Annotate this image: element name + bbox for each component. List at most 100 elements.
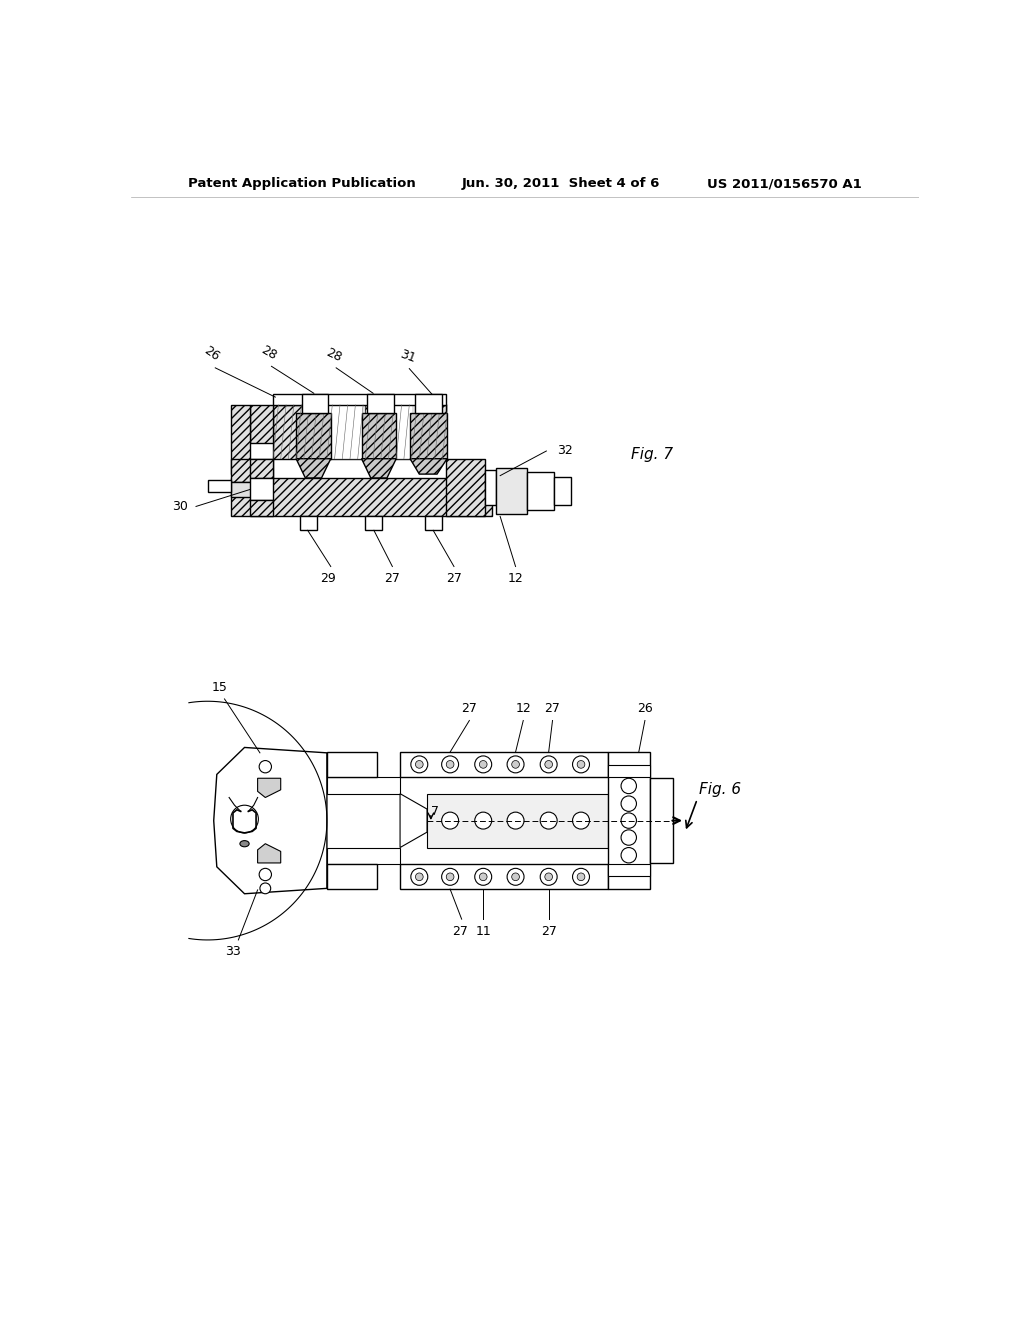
Text: 28: 28	[259, 343, 280, 363]
Bar	[558, 480, 567, 502]
Bar	[427, 793, 608, 847]
Bar	[273, 405, 327, 459]
Text: 12: 12	[508, 572, 523, 585]
Bar	[230, 405, 250, 474]
Circle shape	[572, 869, 590, 886]
Polygon shape	[361, 459, 396, 478]
Text: 26: 26	[202, 345, 221, 364]
Bar	[230, 482, 254, 498]
Circle shape	[621, 830, 637, 845]
Bar	[208, 480, 230, 492]
Circle shape	[259, 760, 271, 774]
Polygon shape	[410, 459, 447, 474]
Text: 27: 27	[545, 702, 560, 715]
Circle shape	[621, 813, 637, 829]
Circle shape	[441, 812, 459, 829]
Circle shape	[541, 869, 557, 886]
Bar	[531, 475, 550, 507]
Text: 31: 31	[398, 347, 418, 364]
Bar	[327, 865, 377, 890]
Circle shape	[621, 847, 637, 863]
Circle shape	[479, 760, 487, 768]
Circle shape	[479, 873, 487, 880]
Circle shape	[572, 812, 590, 829]
Text: Jun. 30, 2011  Sheet 4 of 6: Jun. 30, 2011 Sheet 4 of 6	[462, 177, 660, 190]
Circle shape	[545, 760, 553, 768]
Bar	[330, 405, 364, 458]
Text: 32: 32	[557, 445, 572, 458]
Bar	[250, 405, 273, 444]
Text: 7: 7	[431, 805, 439, 818]
Bar	[416, 393, 442, 412]
Circle shape	[512, 873, 519, 880]
Circle shape	[621, 796, 637, 812]
Bar	[327, 776, 400, 793]
Bar	[608, 766, 650, 776]
Bar	[497, 469, 527, 515]
Circle shape	[475, 812, 492, 829]
Bar	[327, 752, 377, 776]
Text: 27: 27	[446, 572, 462, 585]
Polygon shape	[296, 459, 331, 478]
Text: 26: 26	[637, 702, 652, 715]
Text: US 2011/0156570 A1: US 2011/0156570 A1	[708, 177, 862, 190]
Circle shape	[411, 756, 428, 774]
Bar	[400, 752, 608, 776]
Bar	[296, 412, 331, 459]
Bar	[527, 471, 554, 511]
Bar	[366, 516, 382, 531]
Bar	[301, 393, 329, 412]
Circle shape	[446, 760, 454, 768]
Bar	[230, 459, 273, 482]
Text: Fig. 6: Fig. 6	[698, 783, 741, 797]
Text: 28: 28	[324, 346, 344, 364]
Circle shape	[230, 805, 258, 833]
Text: 27: 27	[541, 924, 557, 937]
Polygon shape	[214, 747, 327, 894]
Bar	[554, 478, 571, 506]
Circle shape	[475, 869, 492, 886]
Bar	[650, 779, 674, 863]
Circle shape	[578, 873, 585, 880]
Circle shape	[260, 883, 270, 894]
Bar	[361, 412, 396, 459]
Bar	[327, 405, 366, 459]
Bar	[608, 865, 650, 876]
Circle shape	[572, 756, 590, 774]
Bar	[446, 459, 484, 516]
Bar	[250, 500, 273, 516]
Circle shape	[441, 756, 459, 774]
Text: Patent Application Publication: Patent Application Publication	[188, 177, 416, 190]
Polygon shape	[400, 793, 427, 847]
Bar	[250, 459, 273, 478]
Bar	[273, 395, 446, 405]
Bar	[425, 516, 442, 531]
Circle shape	[259, 869, 271, 880]
Bar	[327, 405, 373, 459]
Bar	[396, 405, 446, 459]
Circle shape	[541, 756, 557, 774]
Bar	[230, 478, 493, 516]
Ellipse shape	[240, 841, 249, 847]
Circle shape	[441, 869, 459, 886]
Bar	[250, 478, 273, 500]
Circle shape	[446, 873, 454, 880]
Circle shape	[507, 756, 524, 774]
Text: 27: 27	[384, 572, 400, 585]
Circle shape	[507, 869, 524, 886]
Text: 11: 11	[475, 924, 492, 937]
Polygon shape	[258, 779, 281, 797]
Circle shape	[512, 760, 519, 768]
Circle shape	[416, 873, 423, 880]
Circle shape	[411, 869, 428, 886]
Bar	[608, 752, 650, 890]
Text: 12: 12	[515, 702, 531, 715]
Bar	[484, 470, 497, 506]
Text: 29: 29	[319, 572, 336, 585]
Bar	[327, 847, 400, 865]
Circle shape	[541, 812, 557, 829]
Text: 15: 15	[212, 681, 227, 693]
Text: Fig. 7: Fig. 7	[631, 447, 673, 462]
Circle shape	[578, 760, 585, 768]
Text: 30: 30	[172, 500, 188, 513]
